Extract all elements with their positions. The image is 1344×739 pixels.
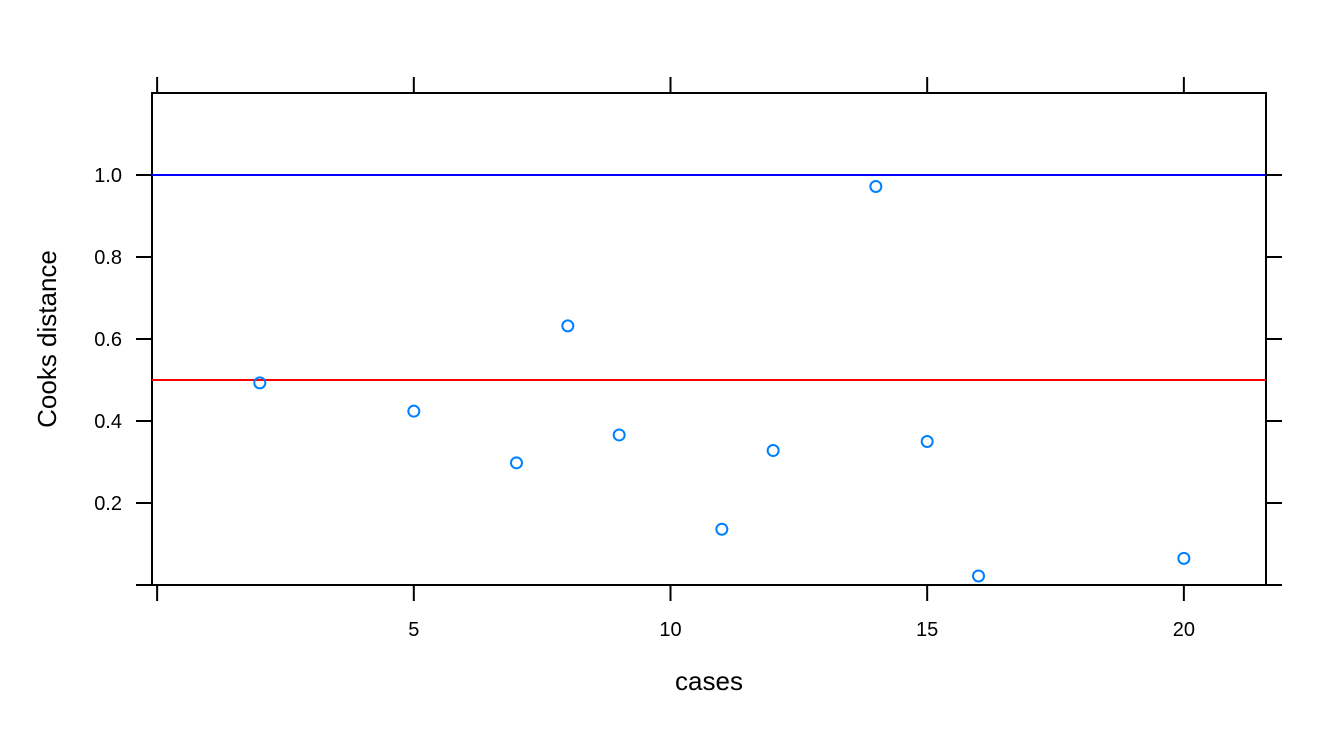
x-tick-label: 20 [1173, 619, 1195, 641]
x-tick-label: 10 [659, 619, 681, 641]
data-point [407, 404, 421, 418]
data-point [766, 444, 780, 458]
y-tick-label: 1.0 [94, 165, 122, 187]
plot-frame [151, 92, 1267, 586]
y-tick-label: 0.2 [94, 493, 122, 515]
x-axis-title: cases [675, 666, 743, 696]
y-tick-label: 0.8 [94, 247, 122, 269]
data-point [1177, 551, 1191, 565]
reference-lines [152, 174, 1266, 381]
data-point [715, 522, 729, 536]
y-tick-label: 0.6 [94, 329, 122, 351]
y-tick-label: 0.4 [94, 411, 122, 433]
data-point [920, 435, 934, 448]
data-points [253, 179, 1191, 583]
data-point [869, 179, 883, 193]
y-axis-title: Cooks distance [32, 250, 62, 428]
x-axis: 5 10 15 20 [156, 77, 1195, 641]
y-axis: 0.2 0.4 0.6 0.8 1.0 [94, 165, 1282, 586]
data-point [972, 569, 986, 583]
data-point [612, 428, 626, 442]
data-point [561, 319, 575, 333]
data-point [253, 376, 267, 390]
data-point [509, 456, 523, 470]
x-tick-label: 15 [916, 619, 938, 641]
x-tick-label: 5 [408, 619, 419, 641]
